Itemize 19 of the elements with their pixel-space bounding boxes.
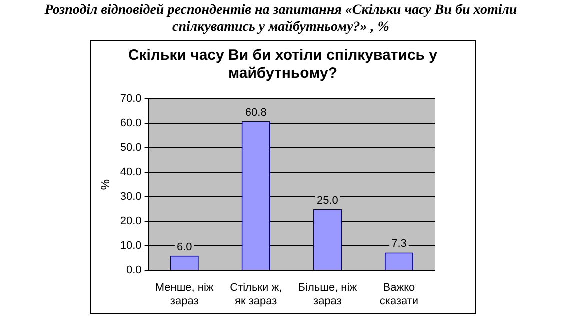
x-tick-label: Менше, ніж зараз — [155, 282, 214, 308]
y-tick-label: 70.0 — [120, 93, 142, 106]
chart-title: Розподіл відповідей респондентів на запитання «Скільки часу Ви би хотіли спілкуватись у майбутньому?» , % — [44, 2, 518, 36]
data-label: 7.3 — [392, 238, 407, 250]
x-tick-label: Стільки ж, як зараз — [230, 282, 282, 308]
x-tick-label: Більше, ніж зараз — [298, 282, 358, 308]
y-axis-title: % — [98, 179, 113, 190]
data-label: 6.0 — [176, 241, 192, 254]
data-label: 25.0 — [316, 194, 338, 207]
y-tick-label: 20.0 — [120, 216, 142, 228]
y-tick-label: 40.0 — [120, 166, 142, 179]
y-tick-label: 60.0 — [120, 118, 142, 130]
y-tick-label: 30.0 — [120, 191, 142, 204]
y-tick-label: 50.0 — [120, 142, 142, 154]
y-tick-label: 10.0 — [120, 240, 142, 252]
data-label: 60.8 — [245, 107, 267, 120]
x-tick-label: Важко сказати — [380, 282, 419, 308]
y-tick-label: 0.0 — [126, 264, 142, 277]
chart-subtitle: Скільки часу Ви би хотіли спілкуватись у майбутньому? — [127, 47, 439, 83]
